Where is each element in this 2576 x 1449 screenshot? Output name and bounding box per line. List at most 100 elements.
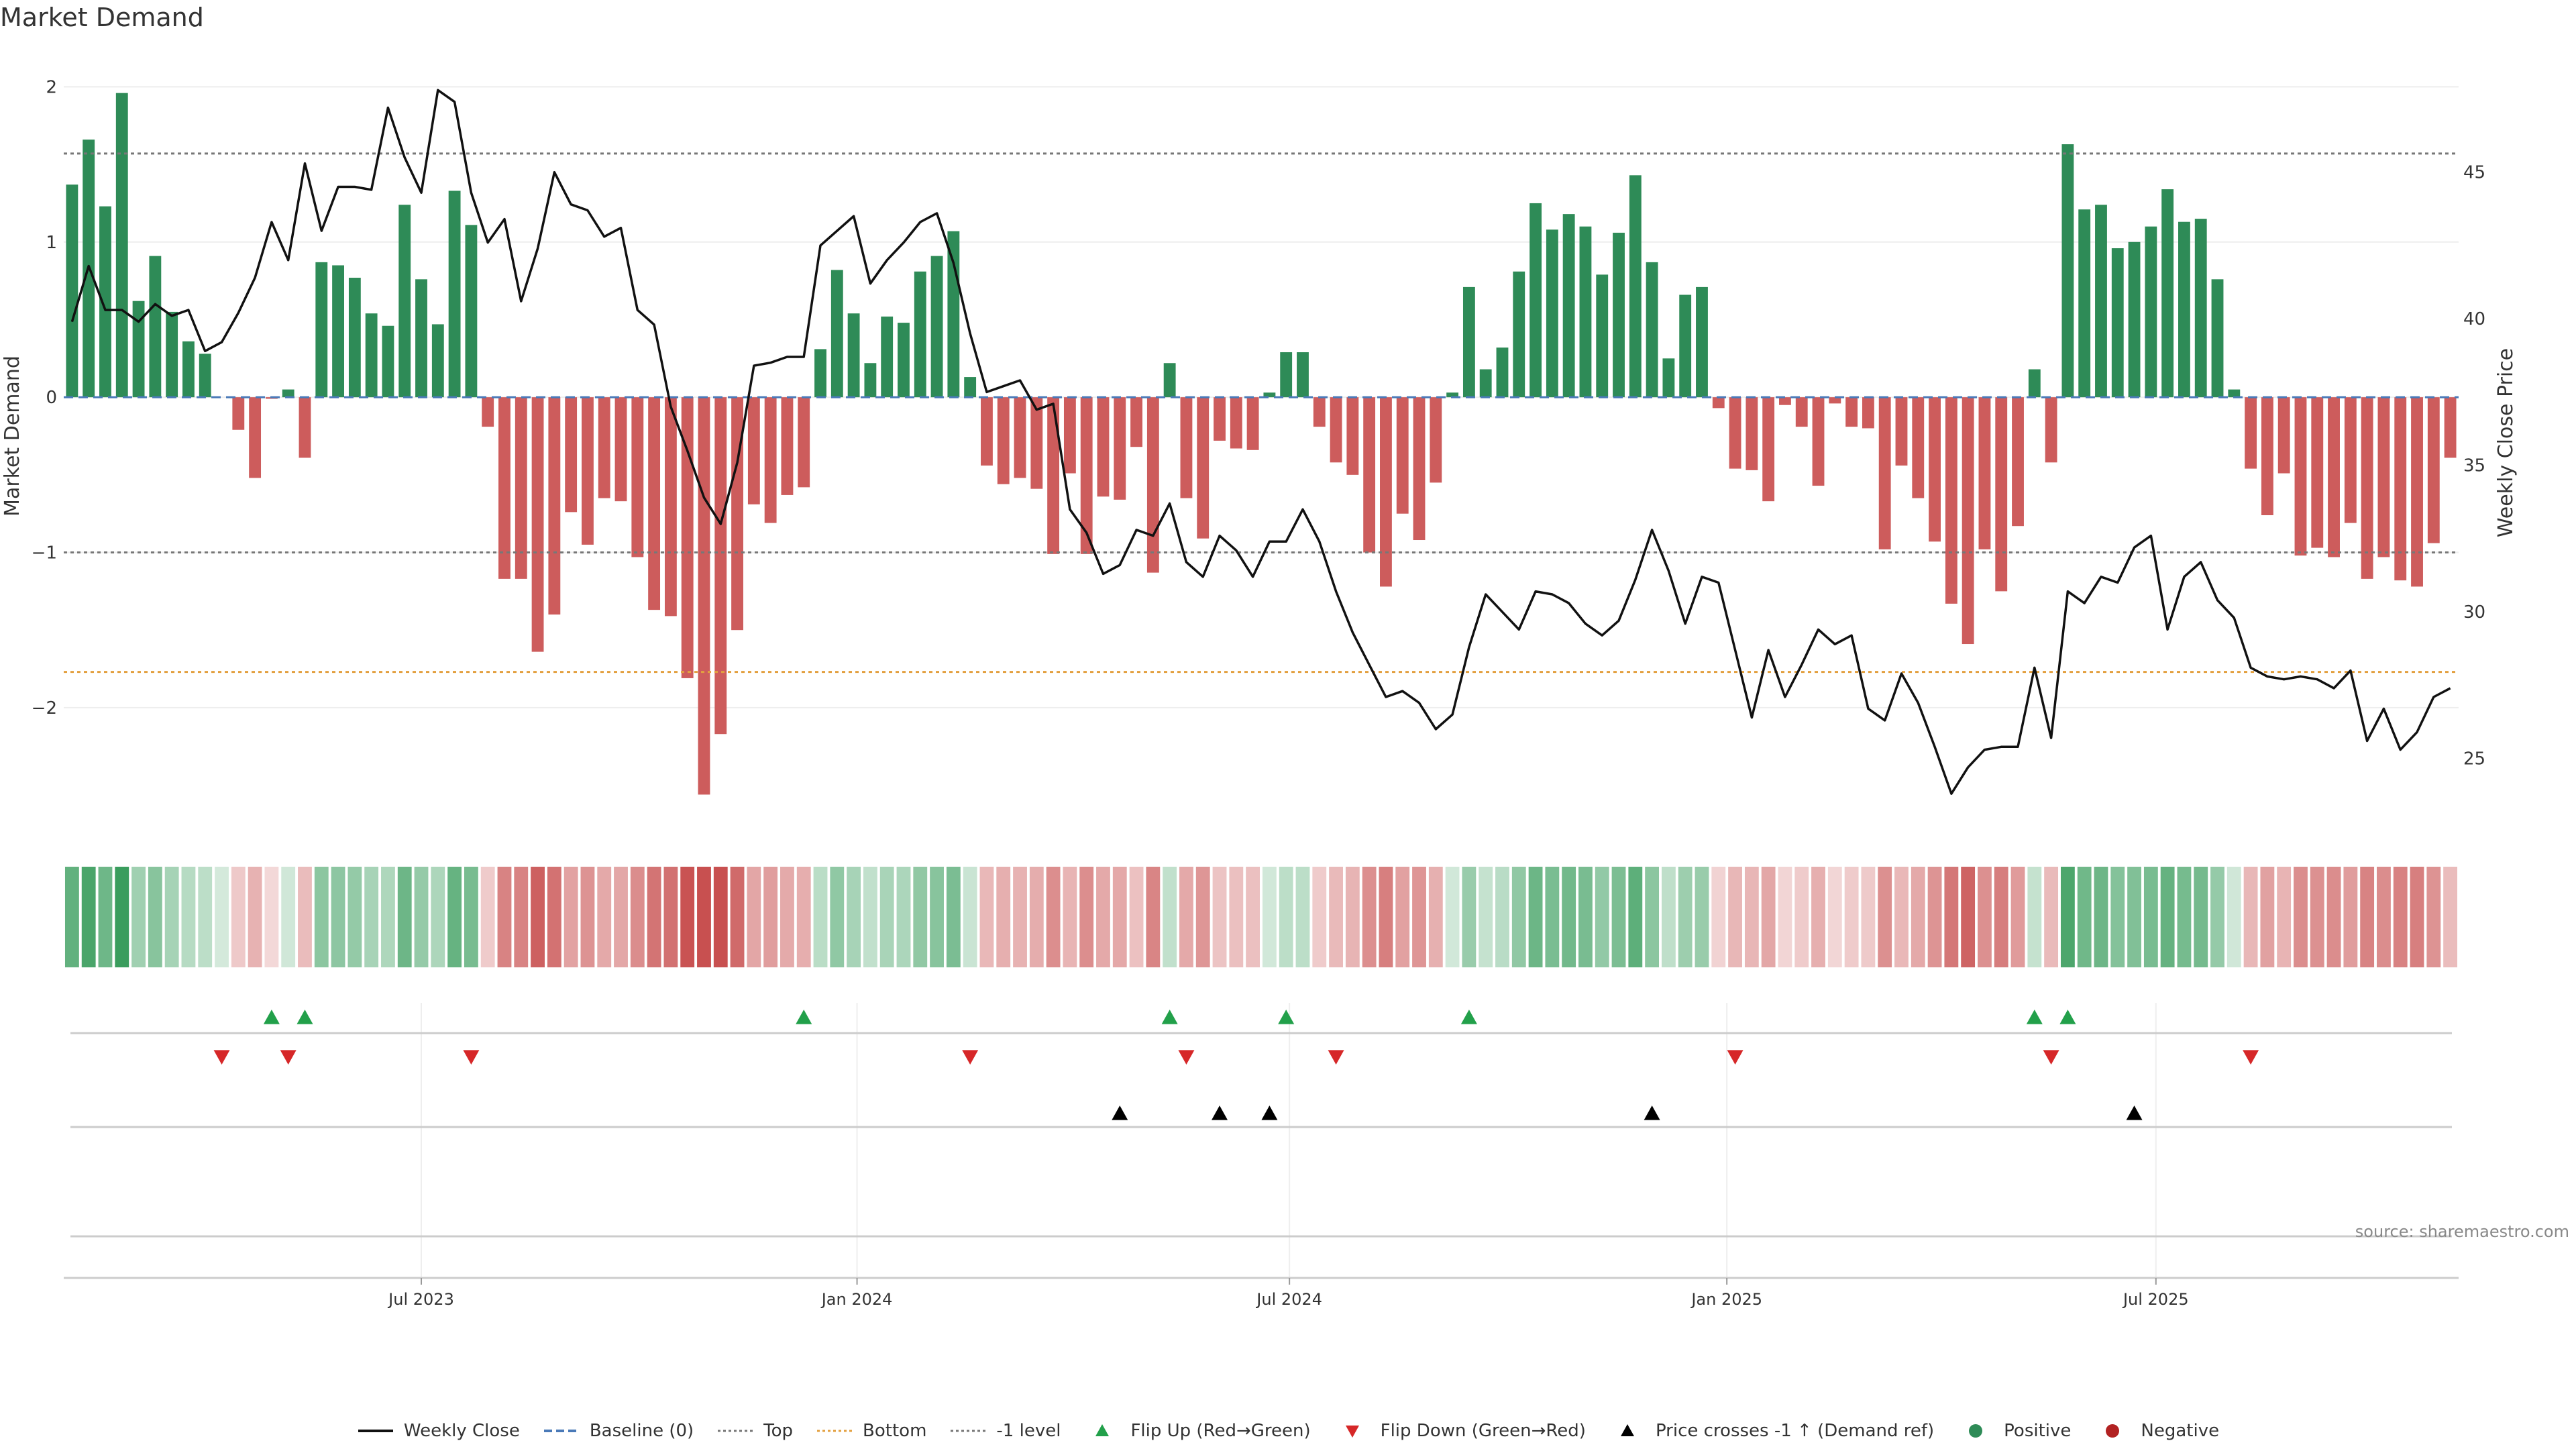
heat-strip-cell (480, 867, 495, 967)
demand-bar (1646, 262, 1658, 398)
demand-bar (2078, 209, 2091, 398)
demand-bar (565, 397, 578, 513)
heat-strip-cell (164, 867, 179, 967)
demand-bar (1346, 397, 1359, 475)
legend-item: Flip Down (Green→Red) (1334, 1421, 1586, 1441)
flip-down-marker (1328, 1050, 1344, 1065)
heat-strip-cell (863, 867, 877, 967)
demand-bar (947, 231, 960, 398)
price-cross-marker (1112, 1106, 1128, 1120)
heat-strip-cell (763, 867, 778, 967)
legend-swatch (951, 1430, 986, 1432)
legend-item: Weekly Close (357, 1421, 520, 1441)
heat-strip-cell (930, 867, 944, 967)
demand-bar (232, 397, 245, 430)
demand-bar (964, 377, 977, 398)
heat-strip-cell (2277, 867, 2292, 967)
heat-strip-cell (647, 867, 661, 967)
heat-strip-cell (1761, 867, 1776, 967)
heat-strip-cell (2010, 867, 2025, 967)
heat-strip-cell (2294, 867, 2308, 967)
demand-bar (1063, 397, 1076, 474)
demand-bar (1280, 352, 1293, 398)
heat-strip-cell (514, 867, 529, 967)
demand-bar (431, 324, 444, 398)
y-tick-label: −1 (32, 543, 57, 564)
heat-strip-cell (531, 867, 545, 967)
flip-down-marker (463, 1050, 480, 1065)
demand-bar (648, 397, 661, 610)
legend-swatch (1969, 1424, 1983, 1438)
demand-bar (1878, 397, 1891, 549)
demand-bar (2178, 221, 2190, 398)
demand-bar (1380, 397, 1392, 587)
heat-strip-cell (1944, 867, 1959, 967)
heat-strip-cell (1195, 867, 1210, 967)
demand-bar (2028, 369, 2041, 398)
x-tick-label: Jan 2024 (820, 1290, 893, 1309)
demand-bar (914, 271, 926, 398)
heat-strip-cell (364, 867, 379, 967)
legend-label: Price crosses -1 ↑ (Demand ref) (1655, 1421, 1935, 1441)
demand-bar (582, 397, 594, 545)
y2-tick-label: 40 (2463, 309, 2485, 329)
heat-strip-cell (264, 867, 279, 967)
heat-strip-cell (2410, 867, 2424, 967)
heat-strip-cell (198, 867, 213, 967)
demand-bar (465, 225, 478, 398)
demand-bar (1479, 369, 1492, 398)
demand-bar (747, 397, 760, 504)
demand-bar (1297, 352, 1309, 398)
heat-strip-cell (580, 867, 595, 967)
heat-strip-cell (946, 867, 961, 967)
demand-bar (1130, 397, 1142, 447)
demand-bar (1230, 397, 1242, 449)
flip-up-marker (796, 1010, 812, 1024)
demand-bar (348, 278, 361, 398)
heat-strip-cell (1545, 867, 1560, 967)
demand-bar (1579, 226, 1592, 398)
heat-strip-cell (547, 867, 561, 967)
demand-bar (2061, 144, 2074, 398)
heat-strip-cell (64, 867, 79, 967)
demand-bar (1446, 392, 1459, 398)
demand-bar (847, 313, 860, 398)
demand-bar (515, 397, 527, 579)
demand-bar (1413, 397, 1426, 541)
demand-bar (1163, 363, 1176, 398)
flip-up-marker (263, 1010, 280, 1024)
legend-label: Negative (2141, 1421, 2220, 1441)
demand-bar (1546, 229, 1558, 398)
demand-bar (1562, 214, 1575, 398)
demand-bar (598, 397, 610, 498)
demand-bar (149, 256, 162, 398)
heat-strip-cell (2426, 867, 2441, 967)
demand-bar (2045, 397, 2057, 463)
demand-bar (315, 262, 328, 398)
demand-bar (1945, 397, 1957, 604)
heat-strip-cell (1212, 867, 1227, 967)
heat-strip-cell (2143, 867, 2158, 967)
demand-bar (2228, 389, 2241, 398)
demand-bar (2427, 397, 2440, 543)
legend-label: Positive (2004, 1421, 2072, 1441)
demand-bar (2328, 397, 2340, 557)
demand-bar (2411, 397, 2423, 587)
demand-bar (1496, 347, 1509, 398)
demand-bar (1596, 274, 1609, 398)
heat-strip-cell (1861, 867, 1876, 967)
demand-bar (365, 313, 378, 398)
demand-bar (2311, 397, 2324, 548)
heat-strip-cell (148, 867, 162, 967)
heat-strip-cell (680, 867, 695, 967)
heat-strip-cell (497, 867, 512, 967)
heat-strip-cell (298, 867, 312, 967)
demand-bar (1330, 397, 1342, 463)
demand-bar (1862, 397, 1874, 429)
heat-strip-cell (1096, 867, 1110, 967)
legend-swatch (2106, 1424, 2120, 1438)
demand-bar (199, 354, 211, 398)
x-tick-label: Jul 2023 (387, 1290, 454, 1309)
heat-strip-cell (1811, 867, 1825, 967)
demand-bar (249, 397, 262, 478)
